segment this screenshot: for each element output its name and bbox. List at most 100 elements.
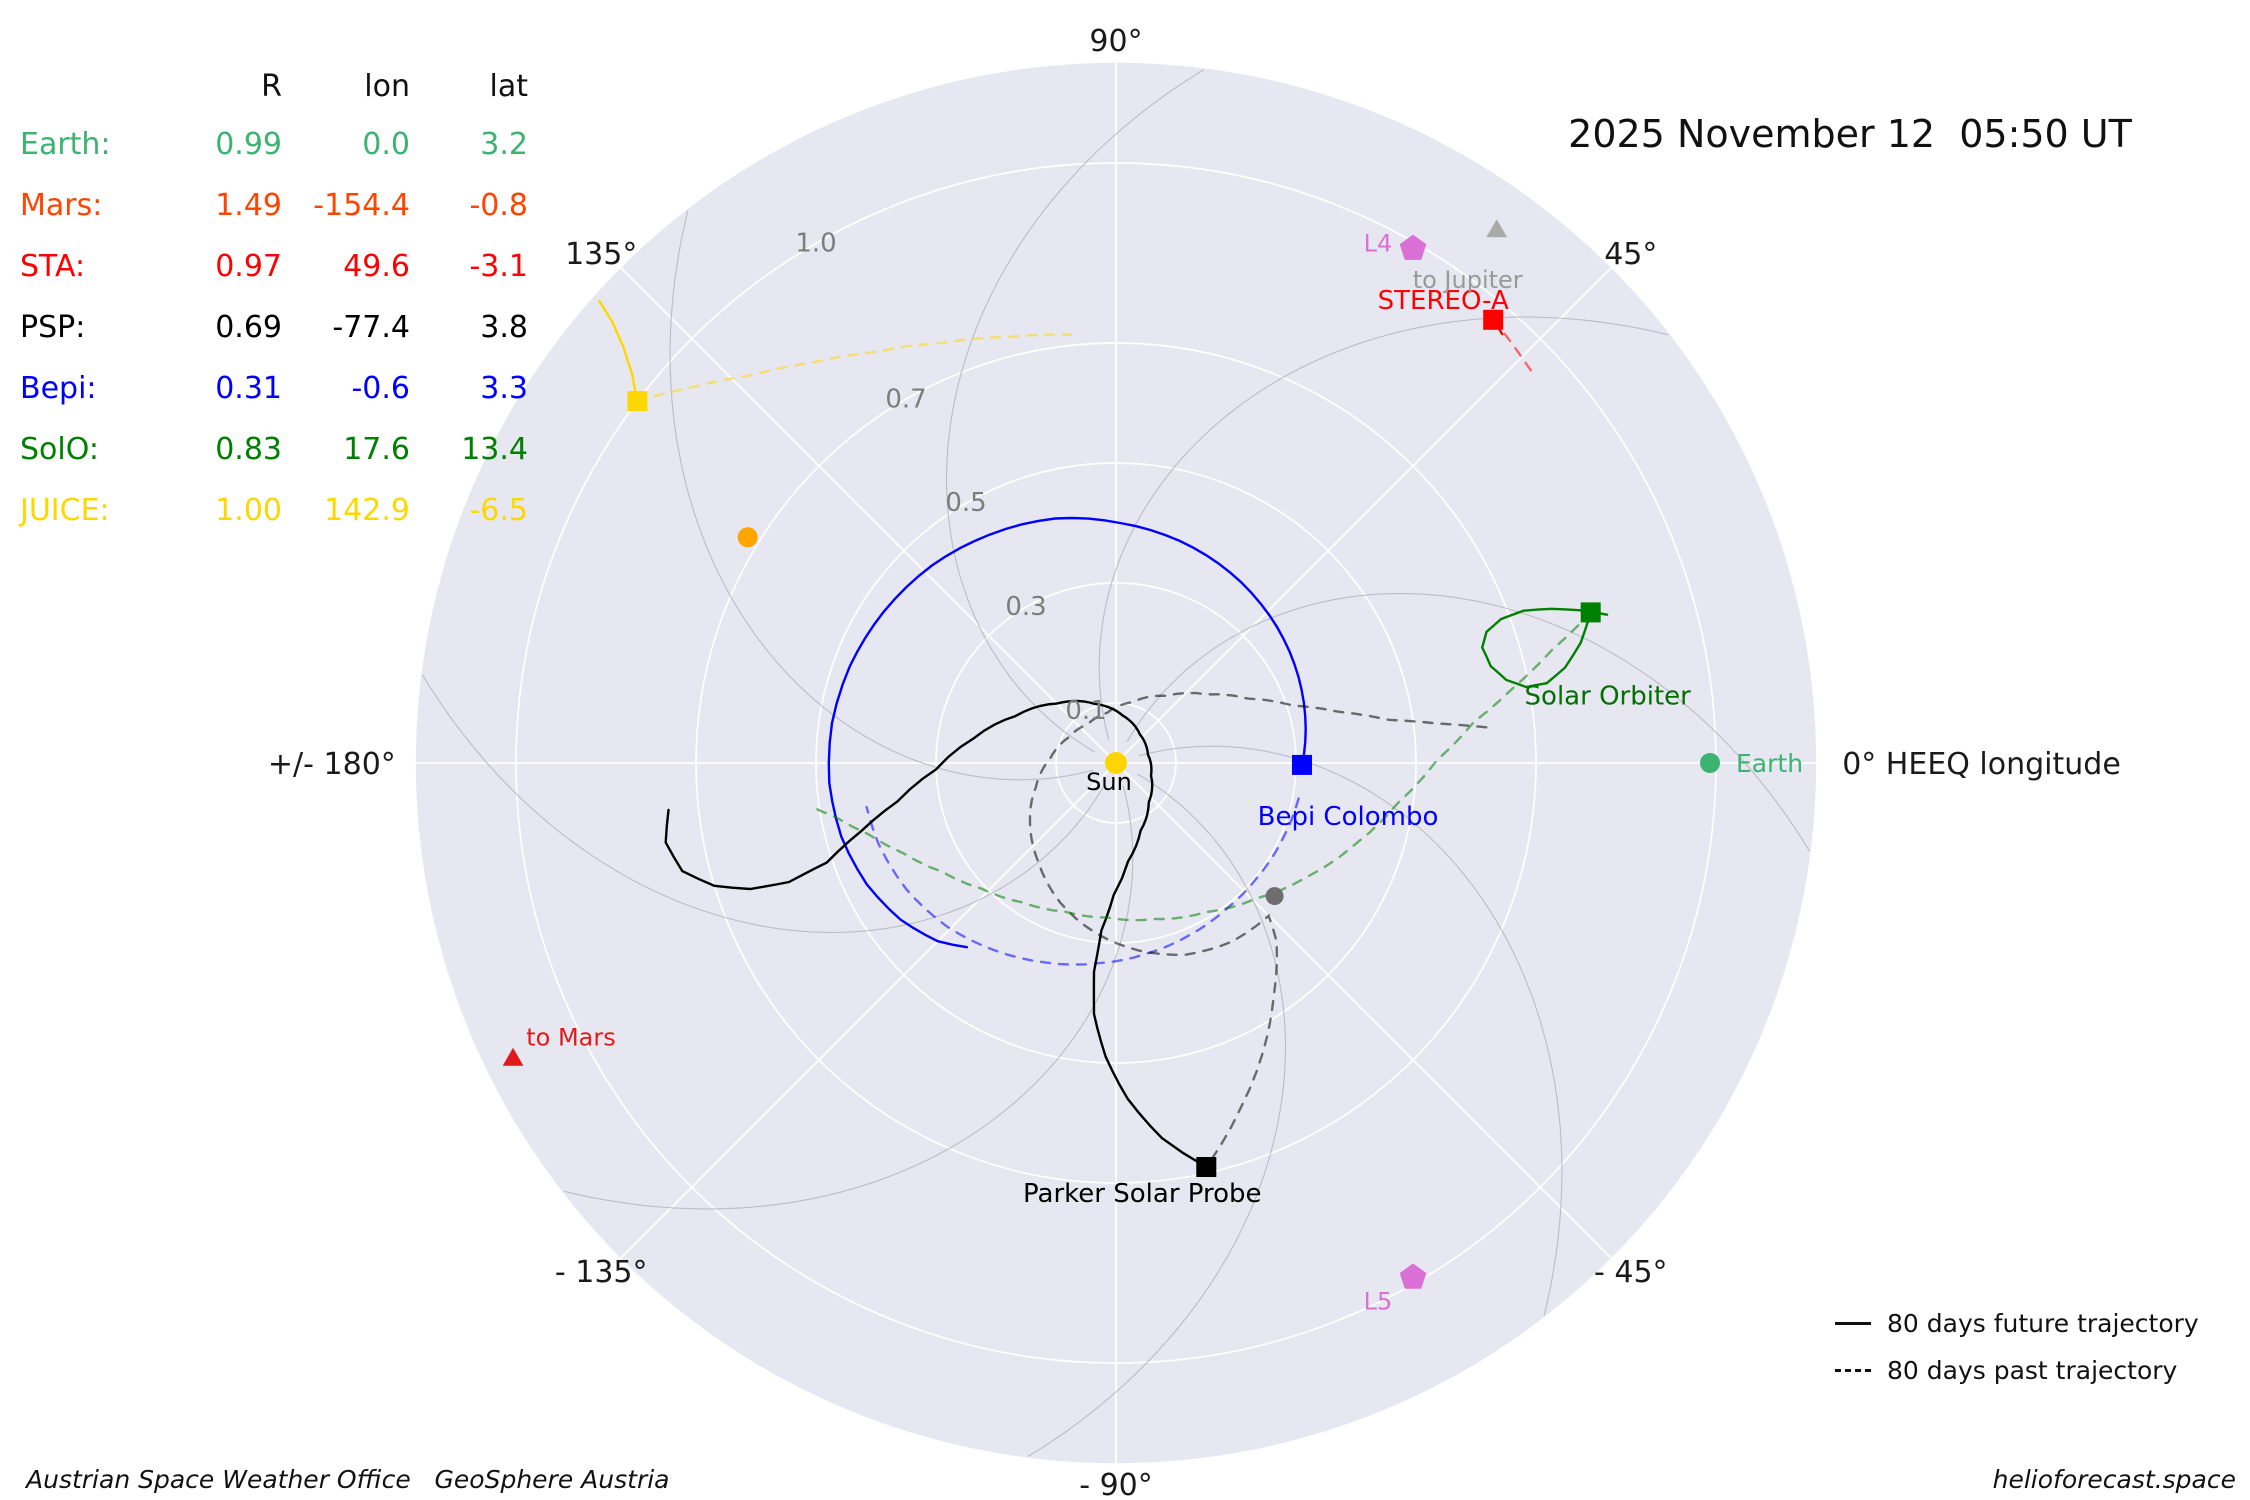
lon-value: 0.0: [362, 127, 410, 162]
body-label-parker-solar-probe: Parker Solar Probe: [1023, 1179, 1261, 1209]
table-row-bepi: Bepi: 0.31 -0.6 3.3: [20, 358, 528, 419]
r-tick-label: 0.7: [885, 384, 926, 414]
spacecraft-name: Earth:: [20, 127, 111, 162]
parker-spiral: [563, 785, 1134, 1210]
trajectory-psp-past: [1028, 691, 1488, 1169]
angle-gridline: [620, 762, 1117, 1259]
body-label-bepicolombo: Bepi Colombo: [1258, 802, 1439, 832]
r-value: 0.69: [215, 310, 282, 345]
trajectory-sta-past: [1492, 318, 1537, 379]
lon-value: -77.4: [332, 310, 410, 345]
marker-earth: [1700, 753, 1720, 773]
angle-label: 90°: [1089, 24, 1142, 59]
lat-value: -0.8: [469, 188, 528, 223]
angle-label: - 45°: [1594, 1255, 1668, 1290]
angle-label: 0° HEEQ longitude: [1842, 747, 2121, 782]
parker-spiral: [1126, 592, 1810, 852]
r-value: 1.00: [215, 493, 282, 528]
spacecraft-name: JUICE:: [20, 493, 110, 528]
angle-label: +/- 180°: [268, 747, 396, 782]
lat-value: 3.2: [480, 127, 528, 162]
col-header-lat: lat: [489, 68, 528, 104]
angle-label: - 90°: [1079, 1468, 1153, 1500]
body-label-to-mars: to Mars: [526, 1024, 616, 1052]
r-tick-label: 0.1: [1065, 696, 1106, 726]
position-table-header: R lon lat: [20, 58, 528, 114]
angle-gridline: [1115, 762, 1612, 1259]
table-row-solo: SolO: 0.83 17.6 13.4: [20, 419, 528, 480]
solid-line-icon: [1835, 1322, 1871, 1325]
r-value: 0.97: [215, 249, 282, 284]
body-label-stereo-a: STEREO-A: [1378, 286, 1509, 316]
lat-value: 13.4: [461, 432, 528, 467]
spacecraft-name: Mars:: [20, 188, 103, 223]
legend-item-past: 80 days past trajectory: [1835, 1347, 2199, 1394]
lon-value: -0.6: [351, 371, 410, 406]
body-label-earth: Earth: [1736, 749, 1803, 778]
datetime-title: 2025 November 12 05:50 UT: [1568, 112, 2132, 156]
body-label-solar-orbiter: Solar Orbiter: [1525, 681, 1692, 711]
marker-juice: [627, 391, 648, 412]
table-row-sta: STA: 0.97 49.6 -3.1: [20, 236, 528, 297]
parker-spiral: [422, 674, 1106, 934]
r-value: 1.49: [215, 188, 282, 223]
r-value: 0.31: [215, 371, 282, 406]
parker-spiral: [1027, 773, 1287, 1457]
trajectory-juice-past: [636, 333, 1073, 403]
spacecraft-name: Bepi:: [20, 371, 97, 406]
marker-venus: [737, 527, 758, 548]
body-label-to-jupiter: to Jupiter: [1413, 266, 1523, 294]
table-row-mars: Mars: 1.49 -154.4 -0.8: [20, 175, 528, 236]
trajectory-legend: 80 days future trajectory 80 days past t…: [1835, 1300, 2199, 1394]
footer-attribution: Austrian Space Weather Office GeoSphere …: [26, 1465, 670, 1494]
trajectory-juice-future: [598, 299, 639, 403]
lon-value: -154.4: [313, 188, 410, 223]
lon-value: 17.6: [343, 432, 410, 467]
marker-l4: [1399, 234, 1427, 260]
lon-value: 142.9: [324, 493, 410, 528]
marker-mercury: [1265, 887, 1284, 906]
body-label-l4: L4: [1364, 230, 1393, 258]
r-tick-label: 0.3: [1005, 592, 1046, 622]
marker-bepicolombo: [1292, 754, 1312, 775]
marker-to-mars: [502, 1047, 524, 1066]
legend-item-future: 80 days future trajectory: [1835, 1300, 2199, 1347]
lat-value: 3.8: [480, 310, 528, 345]
lat-value: -6.5: [469, 493, 528, 528]
trajectory-psp-future: [664, 699, 1208, 1169]
parker-spiral: [1138, 745, 1563, 1316]
marker-to-jupiter: [1486, 219, 1508, 238]
lat-value: -3.1: [469, 249, 528, 284]
marker-sun: [1105, 752, 1127, 774]
body-label-sun: Sun: [1086, 768, 1132, 796]
spacecraft-name: STA:: [20, 249, 86, 284]
spacecraft-name: SolO:: [20, 432, 99, 467]
trajectory-solo-past: [808, 611, 1592, 922]
marker-l5: [1399, 1263, 1427, 1289]
body-label-l5: L5: [1364, 1287, 1393, 1315]
col-header-lon: lon: [364, 68, 410, 104]
position-table-rows: Earth: 0.99 0.0 3.2 Mars: 1.49 -154.4 -0.8 STA: 0…: [20, 114, 528, 541]
angle-gridline: [1115, 267, 1612, 764]
trajectory-solo-future: [1480, 607, 1609, 689]
r-value: 0.83: [215, 432, 282, 467]
parker-spiral: [669, 210, 1094, 781]
angle-label: 45°: [1604, 237, 1657, 272]
dashed-line-icon: [1835, 1369, 1871, 1372]
angle-gridline: [620, 267, 1117, 764]
angle-label: 135°: [565, 237, 637, 272]
marker-parker-solar-probe: [1196, 1157, 1217, 1177]
marker-solar-orbiter: [1580, 602, 1601, 623]
table-row-psp: PSP: 0.69 -77.4 3.8: [20, 297, 528, 358]
r-tick-label: 1.0: [795, 228, 836, 258]
col-header-r: R: [261, 68, 282, 104]
angle-label: - 135°: [555, 1255, 648, 1290]
lat-value: 3.3: [480, 371, 528, 406]
r-value: 0.99: [215, 127, 282, 162]
legend-label-future: 80 days future trajectory: [1887, 1309, 2199, 1338]
table-row-earth: Earth: 0.99 0.0 3.2: [20, 114, 528, 175]
marker-stereo-a: [1483, 309, 1504, 330]
legend-label-past: 80 days past trajectory: [1887, 1356, 2178, 1385]
lon-value: 49.6: [343, 249, 410, 284]
